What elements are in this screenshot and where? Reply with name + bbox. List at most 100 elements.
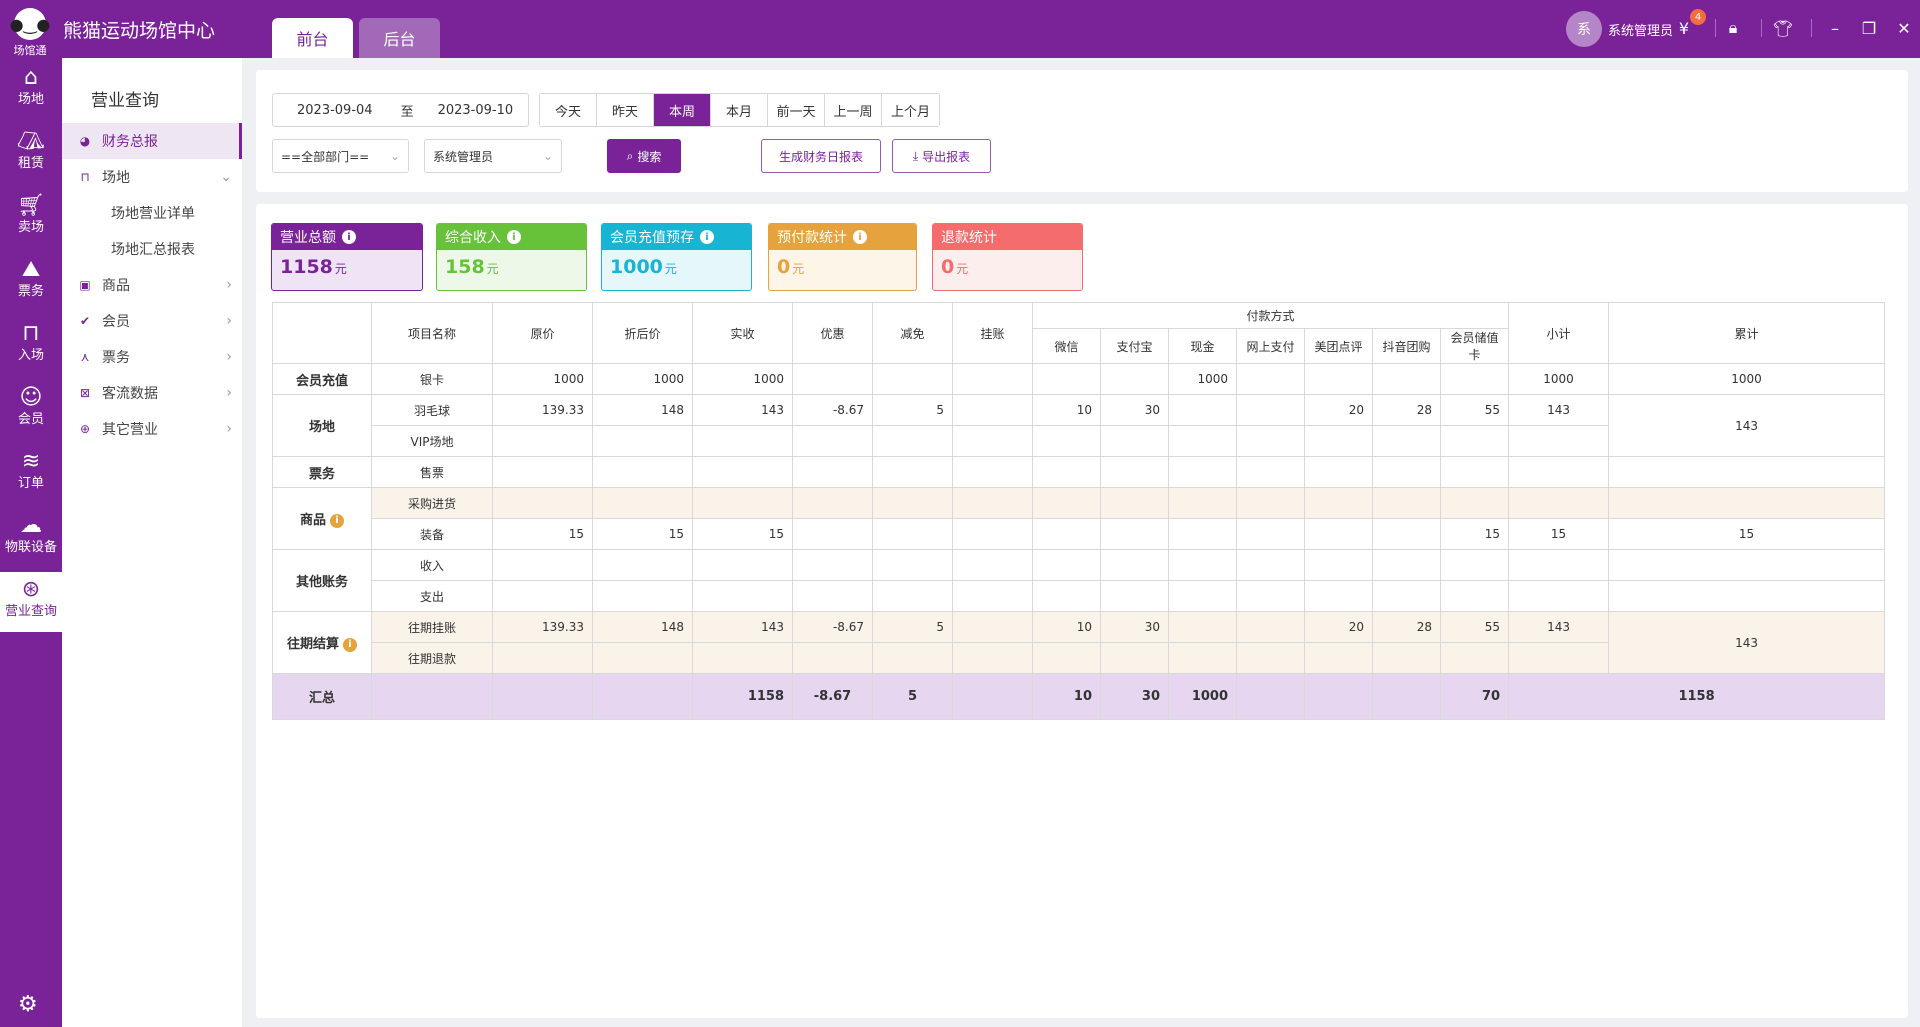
member-icon: ☺︎ [19,385,43,410]
info-icon[interactable]: i [853,230,867,244]
user-menu[interactable]: 系 系统管理员 [1566,11,1673,47]
card-comprehensive-income: 综合收入 i 158 元 [436,223,587,291]
item-name-cell: 售票 [371,456,493,488]
shirt-icon[interactable]: 👕︎ [1772,18,1794,38]
info-icon[interactable]: i [330,513,344,528]
lock-icon[interactable]: 🔒︎ [1728,18,1738,37]
table-row: 往期结算 i 往期挂账 139.33 148 143 -8.67 5 10 30 20 28 55 14… [272,611,1886,674]
table-row: 票务 售票 [272,456,1886,488]
value-cell [692,549,793,581]
value-cell: 1000 [1608,363,1886,395]
total-value-cell: -8.67 [792,673,873,720]
value-cell [1236,456,1305,488]
rail-item-rent[interactable]: ⛺︎ 租赁 [0,124,62,180]
rail-item-member[interactable]: ☺︎ 会员 [0,380,62,436]
settings-icon[interactable]: ⚙︎ [18,992,38,1017]
item-name-cell: 装备 [371,518,493,550]
value-cell: 143 [692,611,793,643]
sidebar-item-traffic[interactable]: ⊠ 客流数据 › [79,385,232,402]
header-on-account: 挂账 [952,302,1033,364]
value-cell [872,363,953,395]
total-value-cell [592,673,693,720]
date-range-picker[interactable]: 2023-09-04 至 2023-09-10 [272,93,529,127]
value-cell [692,642,793,674]
value-cell [1372,642,1441,674]
quick-last-week[interactable]: 上一周 [825,94,882,126]
value-cell [1304,580,1373,612]
sidebar-item-venue-summary[interactable]: 场地汇总报表 [111,242,195,258]
value-cell: 1000 [1508,363,1610,395]
sidebar-item-other[interactable]: ⊕ 其它营业 › [79,421,232,438]
value-cell [492,549,593,581]
group-label: 场地 [272,394,372,457]
info-icon[interactable]: i [507,230,521,244]
minimize-icon[interactable]: – [1831,18,1839,38]
group-label: 票务 [272,456,372,488]
value-cell [872,425,953,457]
value-cell: 139.33 [492,611,593,643]
rail-item-orders[interactable]: ≋ 订单 [0,444,62,500]
value-cell [592,642,693,674]
rail-item-shop[interactable]: 🛒︎ 卖场 [0,188,62,244]
operator-select[interactable]: 系统管理员 ⌄ [424,139,562,173]
cashier-icon[interactable]: ¥ [1678,18,1690,38]
rail-item-iot[interactable]: ☁︎ 物联设备 [0,508,62,564]
quick-prev-day[interactable]: 前一天 [768,94,825,126]
table-row: 会员充值 银卡 1000 1000 1000 1000 1000 1000 [272,363,1886,395]
value-cell [792,487,873,519]
search-button[interactable]: ⌕ 搜索 [607,139,681,173]
sidebar-item-goods[interactable]: ▣ 商品 › [79,277,232,294]
value-cell: 143 [1508,611,1610,643]
info-icon[interactable]: i [343,637,357,652]
sidebar-item-financial-summary[interactable]: ◕ 财务总报 [62,123,242,159]
value-cell [1608,487,1886,519]
sidebar-item-venue[interactable]: ⊓ 场地 ⌄ [62,159,242,195]
sidebar-item-member[interactable]: ✔ 会员 › [79,313,232,330]
sidebar-title: 营业查询 [91,91,159,111]
value-cell: 10 [1032,611,1101,643]
app-title: 熊猫运动场馆中心 [63,20,216,42]
value-cell [1168,394,1237,426]
value-cell [692,456,793,488]
header-actual: 实收 [692,302,793,364]
value-cell [1236,549,1305,581]
quick-last-month[interactable]: 上个月 [882,94,939,126]
rail-item-business-query[interactable]: ⊛ 营业查询 [0,572,62,632]
value-cell [1100,425,1169,457]
value-cell: 143 [692,394,793,426]
quick-yesterday[interactable]: 昨天 [597,94,654,126]
total-value-cell [1372,673,1441,720]
value-cell: 1000 [592,363,693,395]
info-icon[interactable]: i [342,230,356,244]
tab-back-office[interactable]: 后台 [359,18,440,58]
close-icon[interactable]: ✕ [1897,18,1911,38]
rail-item-ticket[interactable]: ⛰︎ 票务 [0,252,62,308]
value-cell: 148 [592,394,693,426]
sidebar-item-venue-detail[interactable]: 场地营业详单 [111,206,195,222]
value-cell: -8.67 [792,394,873,426]
total-value-cell: 1158 [692,673,793,720]
value-cell [792,580,873,612]
export-report-button[interactable]: ⤓ 导出报表 [892,139,991,173]
value-cell [1439,425,1510,457]
rail-item-entry[interactable]: ⊓ 入场 [0,316,62,372]
value-cell [1439,363,1510,395]
value-cell: 139.33 [492,394,593,426]
info-icon[interactable]: i [700,230,714,244]
tab-front-desk[interactable]: 前台 [272,18,353,58]
value-cell [1508,456,1610,488]
value-cell: 15 [1608,518,1886,550]
header-douyin: 抖音团购 [1372,328,1441,364]
generate-daily-report-button[interactable]: 生成财务日报表 [761,139,881,173]
chevron-down-icon: ⌄ [389,149,400,163]
department-select[interactable]: ==全部部门== ⌄ [272,139,409,173]
rail-item-venue[interactable]: ⌂ 场地 [0,60,62,116]
restore-icon[interactable]: ❐ [1861,18,1877,38]
value-cell [1168,642,1237,674]
sidebar-item-ticket[interactable]: ⋏ 票务 › [62,339,242,375]
quick-this-week[interactable]: 本周 [654,94,711,126]
quick-today[interactable]: 今天 [540,94,597,126]
item-name-cell: 羽毛球 [371,394,493,426]
quick-this-month[interactable]: 本月 [711,94,768,126]
value-cell [1032,642,1101,674]
